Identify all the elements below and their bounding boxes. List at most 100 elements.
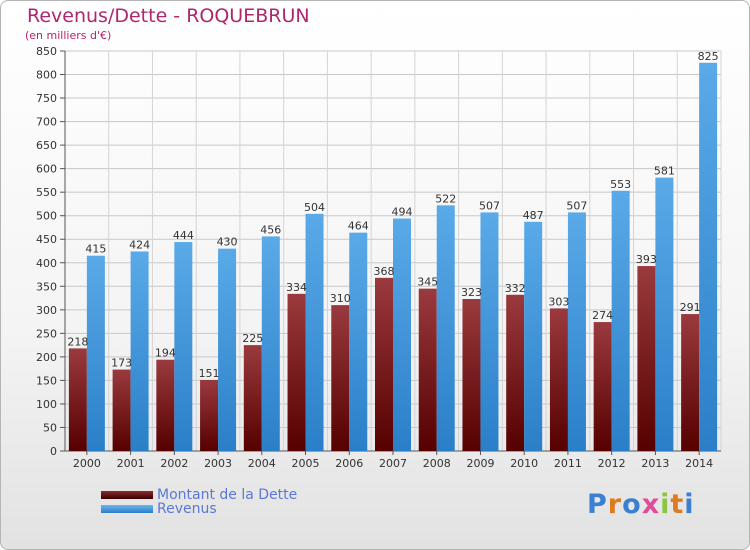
y-tick-label: 850: [36, 45, 57, 58]
legend-swatch-revenue: [101, 505, 153, 513]
bar-debt: [243, 345, 262, 451]
data-label-debt: 194: [155, 347, 176, 360]
data-label-debt: 310: [330, 292, 351, 305]
x-tick-label: 2000: [73, 457, 101, 470]
bars: [68, 62, 718, 451]
logo-letter: r: [607, 489, 623, 520]
y-tick-label: 0: [50, 445, 57, 458]
logo-letter: i: [660, 489, 671, 520]
data-label-revenue: 424: [129, 238, 150, 251]
data-label-debt: 368: [374, 265, 395, 278]
data-label-debt: 323: [461, 286, 482, 299]
y-tick-label: 500: [36, 210, 57, 223]
data-label-revenue: 494: [392, 206, 413, 219]
bar-debt: [549, 308, 568, 451]
data-label-revenue: 581: [654, 165, 675, 178]
data-label-debt: 393: [636, 253, 657, 266]
data-label-revenue: 825: [698, 50, 719, 63]
legend-swatch-debt: [101, 491, 153, 499]
data-label-revenue: 507: [479, 199, 500, 212]
y-tick-label: 50: [43, 421, 57, 434]
bar-debt: [156, 359, 175, 451]
bar-revenue: [174, 242, 193, 451]
y-tick-label: 350: [36, 280, 57, 293]
bar-revenue: [567, 212, 586, 451]
y-tick-label: 600: [36, 163, 57, 176]
data-label-revenue: 464: [348, 220, 369, 233]
bar-revenue: [349, 232, 368, 451]
bar-debt: [681, 314, 700, 451]
y-tick-label: 750: [36, 92, 57, 105]
x-tick-label: 2008: [423, 457, 451, 470]
logo-letter: o: [622, 489, 642, 520]
x-tick-label: 2013: [641, 457, 669, 470]
bar-debt: [637, 266, 656, 451]
proxiti-logo: Proxiti: [587, 489, 695, 520]
logo-letter: x: [641, 489, 661, 520]
bar-debt: [112, 369, 131, 451]
y-tick-label: 700: [36, 116, 57, 129]
bar-revenue: [393, 218, 411, 451]
y-tick-label: 100: [36, 398, 57, 411]
data-label-revenue: 444: [173, 229, 194, 242]
y-tick-label: 550: [36, 186, 57, 199]
data-label-debt: 173: [111, 357, 132, 370]
y-tick-label: 250: [36, 327, 57, 340]
y-tick-label: 400: [36, 257, 57, 270]
data-label-debt: 334: [286, 281, 307, 294]
data-labels: 218 415 173 424 194 444 151 430 225 456 334 504 310 4…: [67, 50, 718, 380]
data-label-debt: 225: [242, 332, 263, 345]
x-tick-label: 2006: [335, 457, 363, 470]
y-tick-label: 200: [36, 351, 57, 364]
chart-title: Revenus/Dette - ROQUEBRUN: [27, 5, 310, 27]
bar-debt: [331, 305, 350, 451]
bar-debt: [68, 348, 87, 451]
logo-letter: i: [684, 489, 695, 520]
chart-subtitle: (en milliers d'€): [25, 29, 112, 42]
y-tick-label: 150: [36, 374, 57, 387]
data-label-debt: 291: [680, 301, 701, 314]
data-label-debt: 332: [505, 282, 526, 295]
y-tick-label: 650: [36, 139, 57, 152]
data-label-revenue: 430: [217, 236, 238, 249]
bar-debt: [506, 294, 525, 451]
x-tick-label: 2014: [685, 457, 713, 470]
bar-revenue: [524, 221, 543, 451]
legend-item-debt: Montant de la Dette: [101, 487, 298, 503]
data-label-debt: 274: [592, 309, 613, 322]
data-label-revenue: 522: [435, 192, 456, 205]
legend-label-debt: Montant de la Dette: [157, 487, 298, 503]
bar-revenue: [611, 190, 630, 451]
bar-revenue: [436, 205, 455, 451]
data-label-revenue: 456: [260, 223, 281, 236]
y-tick-label: 300: [36, 304, 57, 317]
bar-debt: [462, 299, 481, 451]
logo-letter: P: [587, 489, 608, 520]
x-tick-label: 2001: [117, 457, 145, 470]
bar-revenue: [305, 213, 324, 451]
y-tick-label: 450: [36, 233, 57, 246]
data-label-revenue: 507: [566, 199, 587, 212]
bar-revenue: [655, 177, 674, 451]
data-label-debt: 345: [417, 276, 438, 289]
x-tick-label: 2011: [554, 457, 582, 470]
data-label-debt: 303: [548, 295, 569, 308]
x-tick-label: 2010: [510, 457, 538, 470]
bar-debt: [593, 322, 612, 451]
bar-revenue: [218, 248, 237, 451]
bar-debt: [418, 288, 437, 451]
axes: 0 50 100 150 200 250 300 350 400 450 500 550 600 650 7…: [36, 45, 721, 470]
data-label-debt: 218: [67, 335, 88, 348]
x-tick-label: 2012: [598, 457, 626, 470]
legend-label-revenue: Revenus: [157, 501, 217, 517]
bar-debt: [375, 277, 393, 451]
bar-debt: [287, 293, 306, 451]
data-label-revenue: 415: [85, 243, 106, 256]
data-label-debt: 151: [199, 367, 220, 380]
legend-item-revenue: Revenus: [101, 501, 217, 517]
x-tick-label: 2004: [248, 457, 276, 470]
bar-revenue: [86, 255, 105, 451]
bar-revenue: [480, 212, 499, 451]
x-tick-label: 2009: [466, 457, 494, 470]
